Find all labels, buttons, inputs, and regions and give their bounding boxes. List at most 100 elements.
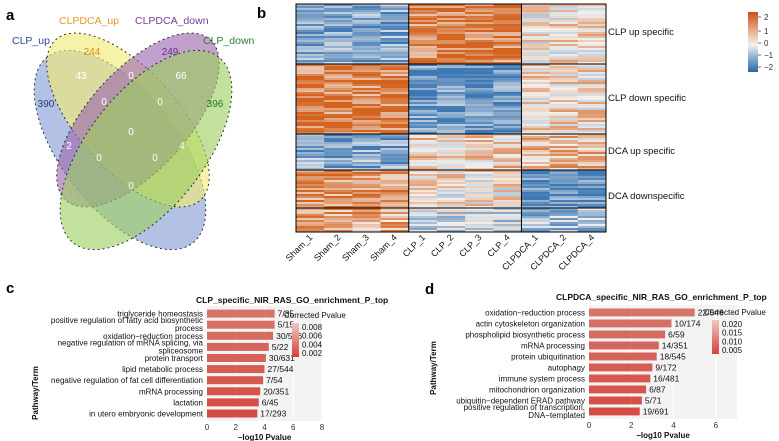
venn-count: 396 [207, 99, 224, 110]
scale-tick-label: 2 [764, 13, 769, 22]
heatmap-cell [493, 188, 522, 191]
heatmap-cell [380, 100, 410, 103]
bar [207, 376, 264, 385]
heatmap-cell [577, 84, 607, 87]
heatmap-cell [352, 52, 381, 55]
heatmap-cell [324, 104, 353, 107]
heatmap-cell [493, 132, 522, 135]
heatmap-cell [324, 90, 353, 93]
heatmap-cell [436, 76, 466, 79]
heatmap-cell [380, 154, 410, 157]
heatmap-cell [380, 26, 410, 29]
heatmap-cell [296, 12, 325, 15]
heatmap-cell [352, 140, 381, 143]
heatmap-cell [296, 112, 325, 115]
heatmap-cell [465, 130, 494, 133]
heatmap-cell [352, 158, 381, 161]
heatmap-cell [352, 112, 381, 115]
heatmap-cell [493, 76, 522, 79]
heatmap-cell [352, 20, 381, 23]
heatmap-cell [324, 12, 353, 15]
heatmap-cell [380, 80, 410, 83]
heatmap-cell [408, 20, 438, 23]
heatmap-cell [436, 154, 466, 157]
heatmap-cell [549, 136, 579, 139]
heatmap-cell [296, 208, 325, 211]
heatmap-cell [493, 104, 522, 107]
heatmap-cell [380, 156, 410, 159]
heatmap-cell [380, 164, 410, 167]
heatmap-cell [521, 46, 550, 49]
heatmap-cell [408, 92, 438, 95]
heatmap-cell [521, 42, 550, 45]
heatmap-cell [296, 106, 325, 109]
category-label: phospholipid biosynthetic process [465, 331, 585, 340]
heatmap-cell [436, 176, 466, 179]
heatmap-cell [577, 32, 607, 35]
heatmap-cell [408, 60, 438, 63]
heatmap-cell [380, 46, 410, 49]
heatmap-cell [352, 66, 381, 69]
heatmap-cell [465, 198, 494, 201]
heatmap-cell [352, 212, 381, 215]
heatmap-cell [380, 188, 410, 191]
heatmap-cell [436, 128, 466, 131]
bar [207, 320, 275, 329]
heatmap-cell [296, 88, 325, 91]
heatmap-cell [436, 28, 466, 31]
heatmap-cell [493, 38, 522, 41]
heatmap-cell [465, 34, 494, 37]
bar-count-label: 6/87 [649, 385, 666, 395]
heatmap-cell [436, 4, 466, 7]
heatmap-cell [408, 52, 438, 55]
heatmap-cell [465, 114, 494, 117]
heatmap-cell [549, 8, 579, 11]
heatmap-cell [408, 126, 438, 129]
heatmap-cell [577, 192, 607, 195]
heatmap-cell [408, 178, 438, 181]
heatmap-cell [436, 24, 466, 27]
category-label: mitochondrion organization [489, 386, 585, 395]
heatmap-cell [577, 208, 607, 211]
venn-count: 244 [84, 47, 101, 58]
heatmap-cell [521, 56, 550, 59]
heatmap-cell [324, 68, 353, 71]
heatmap-cell [493, 72, 522, 75]
heatmap-cell [352, 184, 381, 187]
heatmap-cell [493, 96, 522, 99]
heatmap-cell [549, 30, 579, 33]
heatmap-column-label: CLP_1 [401, 232, 428, 259]
heatmap-cell [549, 66, 579, 69]
heatmap-cell [408, 70, 438, 73]
heatmap-cell [408, 14, 438, 17]
heatmap-cell [521, 36, 550, 39]
heatmap-cell [549, 28, 579, 31]
heatmap-cell [296, 170, 325, 173]
heatmap-cell [296, 104, 325, 107]
heatmap-cell [577, 24, 607, 27]
legend-color-bar [292, 323, 299, 357]
heatmap-cell [296, 184, 325, 187]
heatmap-cell [324, 14, 353, 17]
bar-chart-clpdca: 0 2 4 6 22/546 oxidation−reduction process 10/… [456, 305, 766, 440]
heatmap-cell [465, 178, 494, 181]
heatmap-cell [408, 102, 438, 105]
heatmap-cell [577, 50, 607, 53]
heatmap-cell [493, 66, 522, 69]
heatmap-cell [352, 206, 381, 209]
heatmap-cell [436, 172, 466, 175]
heatmap-cell [493, 106, 522, 109]
heatmap-cell [352, 176, 381, 179]
heatmap-cell [436, 224, 466, 227]
heatmap-cell [296, 230, 325, 233]
heatmap-cell [577, 154, 607, 157]
heatmap-cell [465, 142, 494, 145]
heatmap-cell [521, 58, 550, 61]
heatmap-cell [577, 124, 607, 127]
heatmap-cell [436, 12, 466, 15]
heatmap-cell [549, 84, 579, 87]
heatmap-cell [465, 184, 494, 187]
heatmap-cell [380, 126, 410, 129]
heatmap-cell [521, 80, 550, 83]
panel-c: c CLP_specific_NIR_RAS_GO_enrichment_P_t… [6, 280, 388, 441]
